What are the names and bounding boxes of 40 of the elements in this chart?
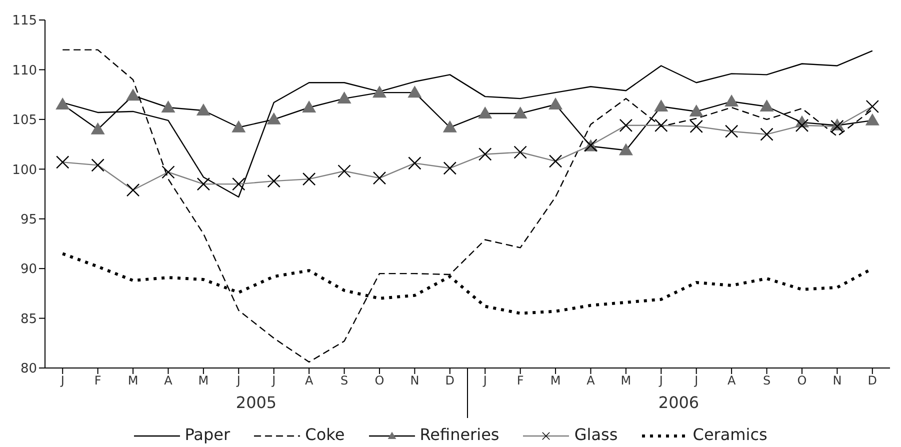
x-tick-label: J (658, 374, 663, 388)
x-tick-label: M (128, 374, 138, 388)
legend-label: Coke (305, 425, 345, 444)
x-tick-label: A (164, 374, 174, 388)
x-tick-label: M (198, 374, 209, 388)
x-tick-label: F (516, 374, 524, 388)
x-tick-label: M (550, 374, 561, 388)
legend-label: Refineries (420, 425, 500, 444)
x-tick-label: M (620, 374, 632, 388)
y-tick-label: 105 (12, 113, 37, 128)
y-tick-label: 95 (20, 212, 37, 228)
x-tick-label: D (868, 374, 878, 388)
x-tick-label: F (94, 374, 102, 388)
point (654, 118, 668, 132)
y-tick-label: 100 (12, 162, 37, 178)
x-tick-label: J (236, 374, 240, 388)
x-tick-label: N (410, 374, 420, 388)
legend-label: Paper (184, 425, 230, 444)
x-tick-label: S (762, 374, 771, 388)
x-tick-label: D (445, 374, 455, 388)
y-tick-label: 90 (20, 262, 37, 278)
legend-label: Ceramics (692, 425, 768, 444)
text: 2006 (657, 393, 700, 412)
x-tick-label: N (832, 374, 842, 388)
x-tick-label: A (586, 374, 596, 388)
x-tick-label: A (727, 374, 736, 388)
legend-label: Glass (574, 425, 618, 444)
y-tick-label: 110 (12, 63, 37, 78)
text: 2005 (234, 393, 278, 412)
x-tick-label: J (482, 374, 487, 388)
y-tick-label: 115 (12, 14, 37, 29)
x-tick-label: J (60, 374, 64, 388)
x-tick-label: A (304, 374, 314, 388)
y-tick-label: 85 (20, 312, 37, 327)
y-tick-label: 80 (20, 362, 37, 377)
x-tick-label: O (797, 374, 807, 388)
x-tick-label: J (694, 374, 698, 388)
x-tick-label: J (271, 374, 276, 388)
x-tick-label: O (374, 374, 384, 388)
x-tick-label: S (340, 374, 348, 388)
